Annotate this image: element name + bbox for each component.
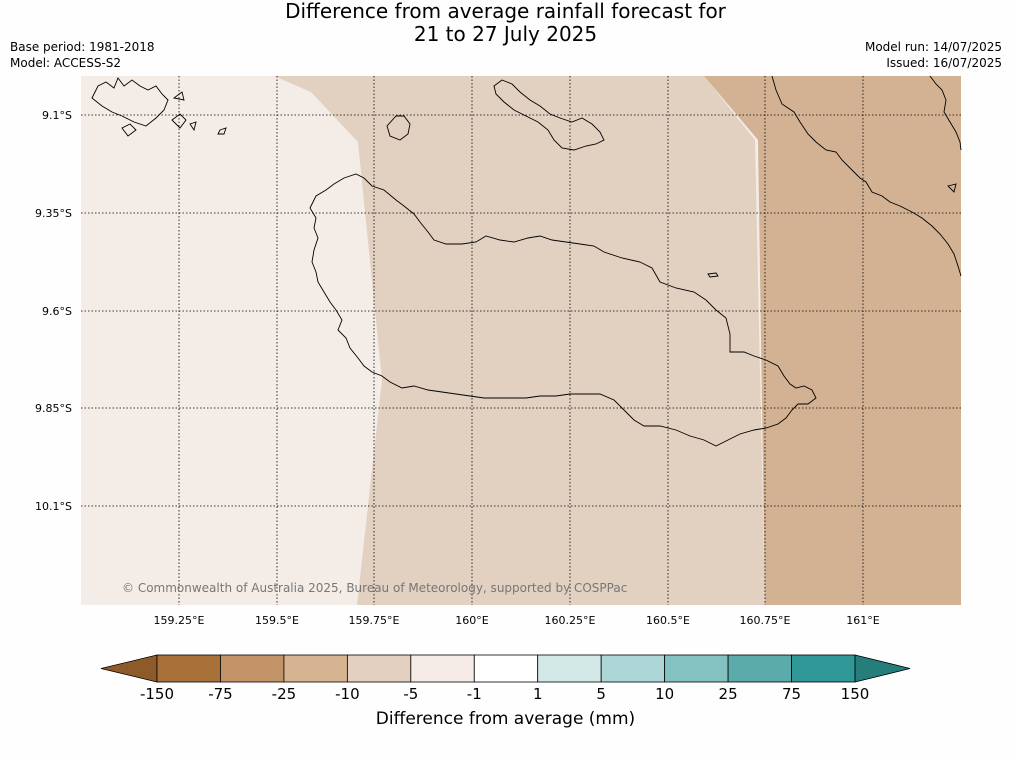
coastline-russell-2	[121, 123, 137, 137]
zone-dark	[704, 76, 961, 605]
coastline-group	[91, 75, 962, 447]
longitude-label: 161°E	[846, 614, 879, 627]
longitude-label: 160.25°E	[545, 614, 596, 627]
colorbar-tick-label: -25	[272, 685, 297, 703]
coastline-florida-islands	[493, 79, 605, 151]
meta-left: Base period: 1981-2018 Model: ACCESS-S2	[10, 39, 155, 71]
coastline-guadalcanal	[309, 173, 817, 447]
colorbar-tick-label: 5	[596, 685, 606, 703]
colorbar-tick-label: -5	[403, 685, 418, 703]
colorbar-tick-label: -1	[467, 685, 482, 703]
coastline-russell-6	[217, 127, 227, 135]
title-line-1: Difference from average rainfall forecas…	[285, 0, 726, 23]
colorbar-cell	[600, 654, 666, 683]
colorbar-tick-label: -150	[140, 685, 174, 703]
colorbar-label: Difference from average (mm)	[375, 709, 636, 729]
map-title: Difference from average rainfall forecas…	[0, 0, 1011, 46]
colorbar-tick-labels: -150 -75 -25 -10 -5 -1 1 5 10 25 75 150	[140, 685, 869, 703]
colorbar-tick-label: 1	[533, 685, 543, 703]
coastline-malaita-north	[929, 75, 962, 151]
colorbar-cell	[537, 654, 602, 683]
latitude-labels: 9.1°S 9.35°S 9.6°S 9.85°S 10.1°S	[35, 109, 72, 513]
coastline-savo	[386, 115, 411, 141]
colorbar-cell	[410, 654, 475, 683]
model-text: Model: ACCESS-S2	[10, 56, 122, 70]
longitude-label: 160.5°E	[646, 614, 690, 627]
colorbar-over-arrow	[854, 654, 911, 683]
colorbar-tick-label: 25	[719, 685, 738, 703]
longitude-labels: 159.25°E 159.5°E 159.75°E 160°E 160.25°E 160.…	[154, 614, 880, 627]
colorbar-tick-label: 150	[841, 685, 870, 703]
coastline-russell-4	[172, 91, 185, 101]
latitude-label: 9.85°S	[35, 402, 72, 415]
meta-right: Model run: 14/07/2025 Issued: 16/07/2025	[865, 39, 1002, 71]
coastline-malaita	[771, 75, 962, 277]
colorbar: -150 -75 -25 -10 -5 -1 1 5 10 25 75 150	[100, 654, 911, 703]
latitude-label: 10.1°S	[35, 500, 72, 513]
colorbar-under-arrow	[100, 654, 158, 683]
coastline-russell	[91, 77, 169, 127]
coastline-russell-3	[171, 113, 187, 129]
latitude-label: 9.35°S	[35, 207, 72, 220]
colorbar-cell	[473, 654, 539, 683]
longitude-label: 159.75°E	[349, 614, 400, 627]
title-line-2: 21 to 27 July 2025	[413, 22, 598, 46]
colorbar-cell	[220, 654, 285, 683]
latitude-label: 9.1°S	[42, 109, 72, 122]
rainfall-map: 9.1°S9.35°S9.6°S9.85°S10.1°S 159.25°E 159…	[35, 75, 962, 627]
model-run-text: Model run: 14/07/2025	[864, 40, 1002, 54]
longitude-label: 159.25°E	[154, 614, 205, 627]
colorbar-cell	[156, 654, 221, 683]
colorbar-tick-label: 75	[782, 685, 801, 703]
longitude-label: 160°E	[455, 614, 488, 627]
colorbar-tick-label: -10	[335, 685, 360, 703]
colorbar-cell	[346, 654, 412, 683]
latitude-label: 9.6°S	[42, 305, 72, 318]
colorbar-tick-label: -75	[208, 685, 233, 703]
colorbar-cell	[727, 654, 792, 683]
colorbar-cells	[100, 654, 911, 683]
zone-medium	[274, 76, 765, 605]
longitude-label: 159.5°E	[255, 614, 299, 627]
issued-text: Issued: 16/07/2025	[886, 56, 1002, 70]
coastline-islet	[707, 272, 719, 278]
graticule	[81, 76, 961, 605]
colorbar-cell	[791, 654, 856, 683]
coastline-malaita-islet	[947, 183, 957, 193]
base-period-text: Base period: 1981-2018	[10, 40, 155, 54]
copyright-text: © Commonwealth of Australia 2025, Bureau…	[122, 581, 627, 595]
colorbar-cell	[664, 654, 729, 683]
longitude-label: 160.75°E	[740, 614, 791, 627]
colorbar-cell	[283, 654, 348, 683]
colorbar-tick-label: 10	[655, 685, 674, 703]
coastline-russell-5	[189, 121, 197, 132]
